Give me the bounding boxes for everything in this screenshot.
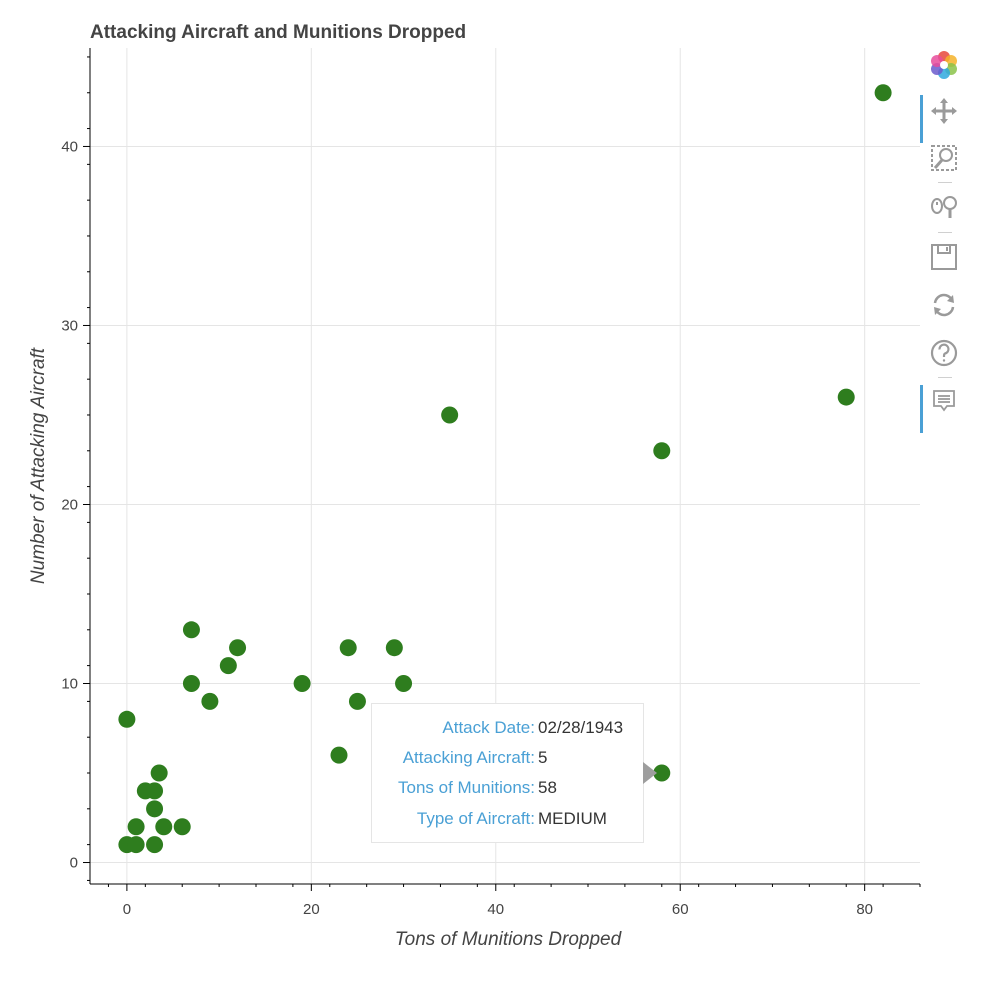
tooltip-value: 58	[538, 778, 557, 797]
y-tick-label: 40	[61, 138, 78, 155]
data-point[interactable]	[146, 800, 164, 818]
help-icon[interactable]	[928, 337, 960, 369]
y-tick-label: 20	[61, 496, 78, 513]
tooltip-pointer	[643, 762, 657, 784]
tooltip-row: Attack Date: 02/28/1943	[372, 718, 643, 740]
data-point[interactable]	[182, 675, 200, 693]
hover-tooltip: Attack Date: 02/28/1943 Attacking Aircra…	[371, 703, 644, 843]
y-tick-label: 0	[70, 855, 78, 872]
x-tick-label: 80	[856, 901, 873, 918]
data-point[interactable]	[395, 675, 413, 693]
data-point[interactable]	[653, 764, 671, 782]
data-point[interactable]	[182, 621, 200, 639]
data-point[interactable]	[874, 84, 892, 102]
data-point[interactable]	[348, 692, 366, 710]
tooltip-row: Attacking Aircraft: 5	[372, 748, 643, 770]
tooltip-value: 02/28/1943	[538, 718, 624, 737]
data-point[interactable]	[219, 657, 237, 675]
tooltip-row: Tons of Munitions: 58	[372, 778, 643, 800]
data-point[interactable]	[118, 710, 136, 728]
data-point[interactable]	[127, 818, 145, 836]
data-point[interactable]	[837, 388, 855, 406]
data-point[interactable]	[339, 639, 357, 657]
data-point[interactable]	[150, 764, 168, 782]
data-point[interactable]	[229, 639, 247, 657]
tooltip-value: 5	[538, 748, 548, 767]
hover-icon[interactable]	[920, 385, 960, 433]
data-points	[118, 84, 892, 854]
save-icon[interactable]	[928, 241, 960, 273]
x-tick-label: 60	[672, 901, 689, 918]
data-point[interactable]	[293, 675, 311, 693]
reset-icon[interactable]	[928, 289, 960, 321]
wheel-zoom-icon[interactable]	[928, 190, 960, 222]
tooltip-row: Type of Aircraft: MEDIUM	[372, 809, 643, 831]
data-point[interactable]	[653, 442, 671, 460]
x-axis-label: Tons of Munitions Dropped	[395, 929, 623, 950]
x-tick-label: 20	[303, 901, 320, 918]
tooltip-label: Tons of Munitions:	[397, 778, 535, 797]
data-point[interactable]	[201, 692, 219, 710]
data-point[interactable]	[173, 818, 191, 836]
data-point[interactable]	[127, 836, 145, 854]
data-point[interactable]	[330, 746, 348, 764]
data-point[interactable]	[146, 782, 164, 800]
data-point[interactable]	[385, 639, 403, 657]
y-tick-label: 30	[61, 317, 78, 334]
data-point[interactable]	[146, 836, 164, 854]
axes: 0 20 40 60 80 0 10 20 30 40	[61, 48, 921, 918]
data-point[interactable]	[155, 818, 173, 836]
tooltip-label: Attacking Aircraft:	[402, 748, 535, 767]
chart-title: Attacking Aircraft and Munitions Dropped	[90, 22, 466, 43]
toolbar	[920, 44, 968, 444]
tooltip-label: Type of Aircraft:	[416, 809, 535, 828]
tooltip-value: MEDIUM	[538, 809, 607, 828]
x-tick-label: 0	[123, 901, 131, 918]
y-tick-label: 10	[61, 676, 78, 693]
box-zoom-icon[interactable]	[928, 142, 960, 174]
pan-icon[interactable]	[920, 95, 960, 143]
y-axis-label: Number of Attacking Aircraft	[28, 347, 49, 584]
data-point[interactable]	[441, 406, 459, 424]
bokeh-logo-icon[interactable]	[928, 49, 960, 81]
tooltip-label: Attack Date:	[442, 718, 535, 737]
x-tick-label: 40	[487, 901, 504, 918]
